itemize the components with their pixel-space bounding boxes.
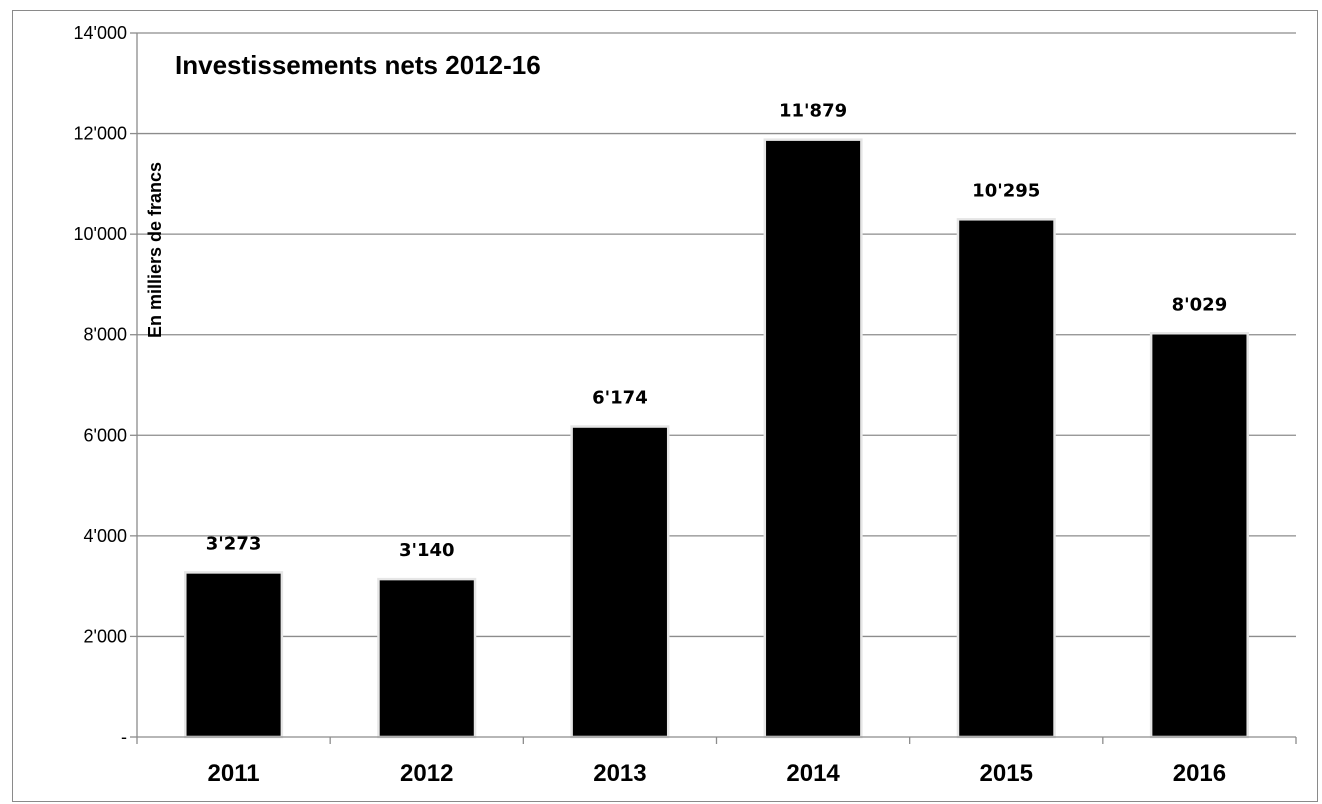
y-axis-label: En milliers de francs bbox=[145, 162, 165, 338]
data-label-2016: 8'029 bbox=[1172, 294, 1228, 315]
y-tick-label: 4'000 bbox=[84, 526, 127, 546]
data-label-2012: 3'140 bbox=[399, 540, 455, 561]
data-label-2014: 11'879 bbox=[779, 101, 847, 122]
bar-2014 bbox=[763, 138, 863, 739]
gridlines bbox=[137, 32, 1296, 638]
y-tick-label: 8'000 bbox=[84, 325, 127, 345]
data-label-2013: 6'174 bbox=[592, 388, 648, 409]
y-tick-label: 14'000 bbox=[74, 23, 128, 43]
data-labels: 3'273 3'140 6'174 11'879 10'295 8'029 bbox=[206, 101, 1227, 561]
bar-2013 bbox=[570, 425, 670, 739]
y-tick-label: 12'000 bbox=[74, 124, 128, 144]
bars bbox=[184, 138, 1249, 739]
y-tick-label: 6'000 bbox=[84, 425, 127, 445]
x-tick-label-2015: 2015 bbox=[980, 760, 1033, 787]
x-tick-label-2016: 2016 bbox=[1173, 760, 1226, 787]
y-axis-ticks: - 2'000 4'000 6'000 8'000 10'000 12'000 14'000 bbox=[74, 23, 138, 747]
bar-2016 bbox=[1149, 332, 1249, 739]
bar-2011 bbox=[184, 571, 284, 739]
data-label-2015: 10'295 bbox=[972, 180, 1040, 201]
chart-title: Investissements nets 2012-16 bbox=[175, 50, 541, 80]
x-tick-label-2011: 2011 bbox=[208, 760, 260, 787]
x-axis: 2011 2012 2013 2014 2015 2016 bbox=[136, 736, 1297, 787]
bar-2012 bbox=[377, 577, 477, 739]
x-tick-label-2013: 2013 bbox=[593, 760, 646, 787]
y-tick-label: - bbox=[121, 727, 127, 747]
bar-2015 bbox=[956, 218, 1056, 739]
x-tick-label-2012: 2012 bbox=[400, 760, 453, 787]
y-tick-label: 2'000 bbox=[84, 626, 127, 646]
data-label-2011: 3'273 bbox=[206, 533, 262, 554]
x-tick-label-2014: 2014 bbox=[786, 760, 840, 787]
y-tick-label: 10'000 bbox=[74, 224, 128, 244]
